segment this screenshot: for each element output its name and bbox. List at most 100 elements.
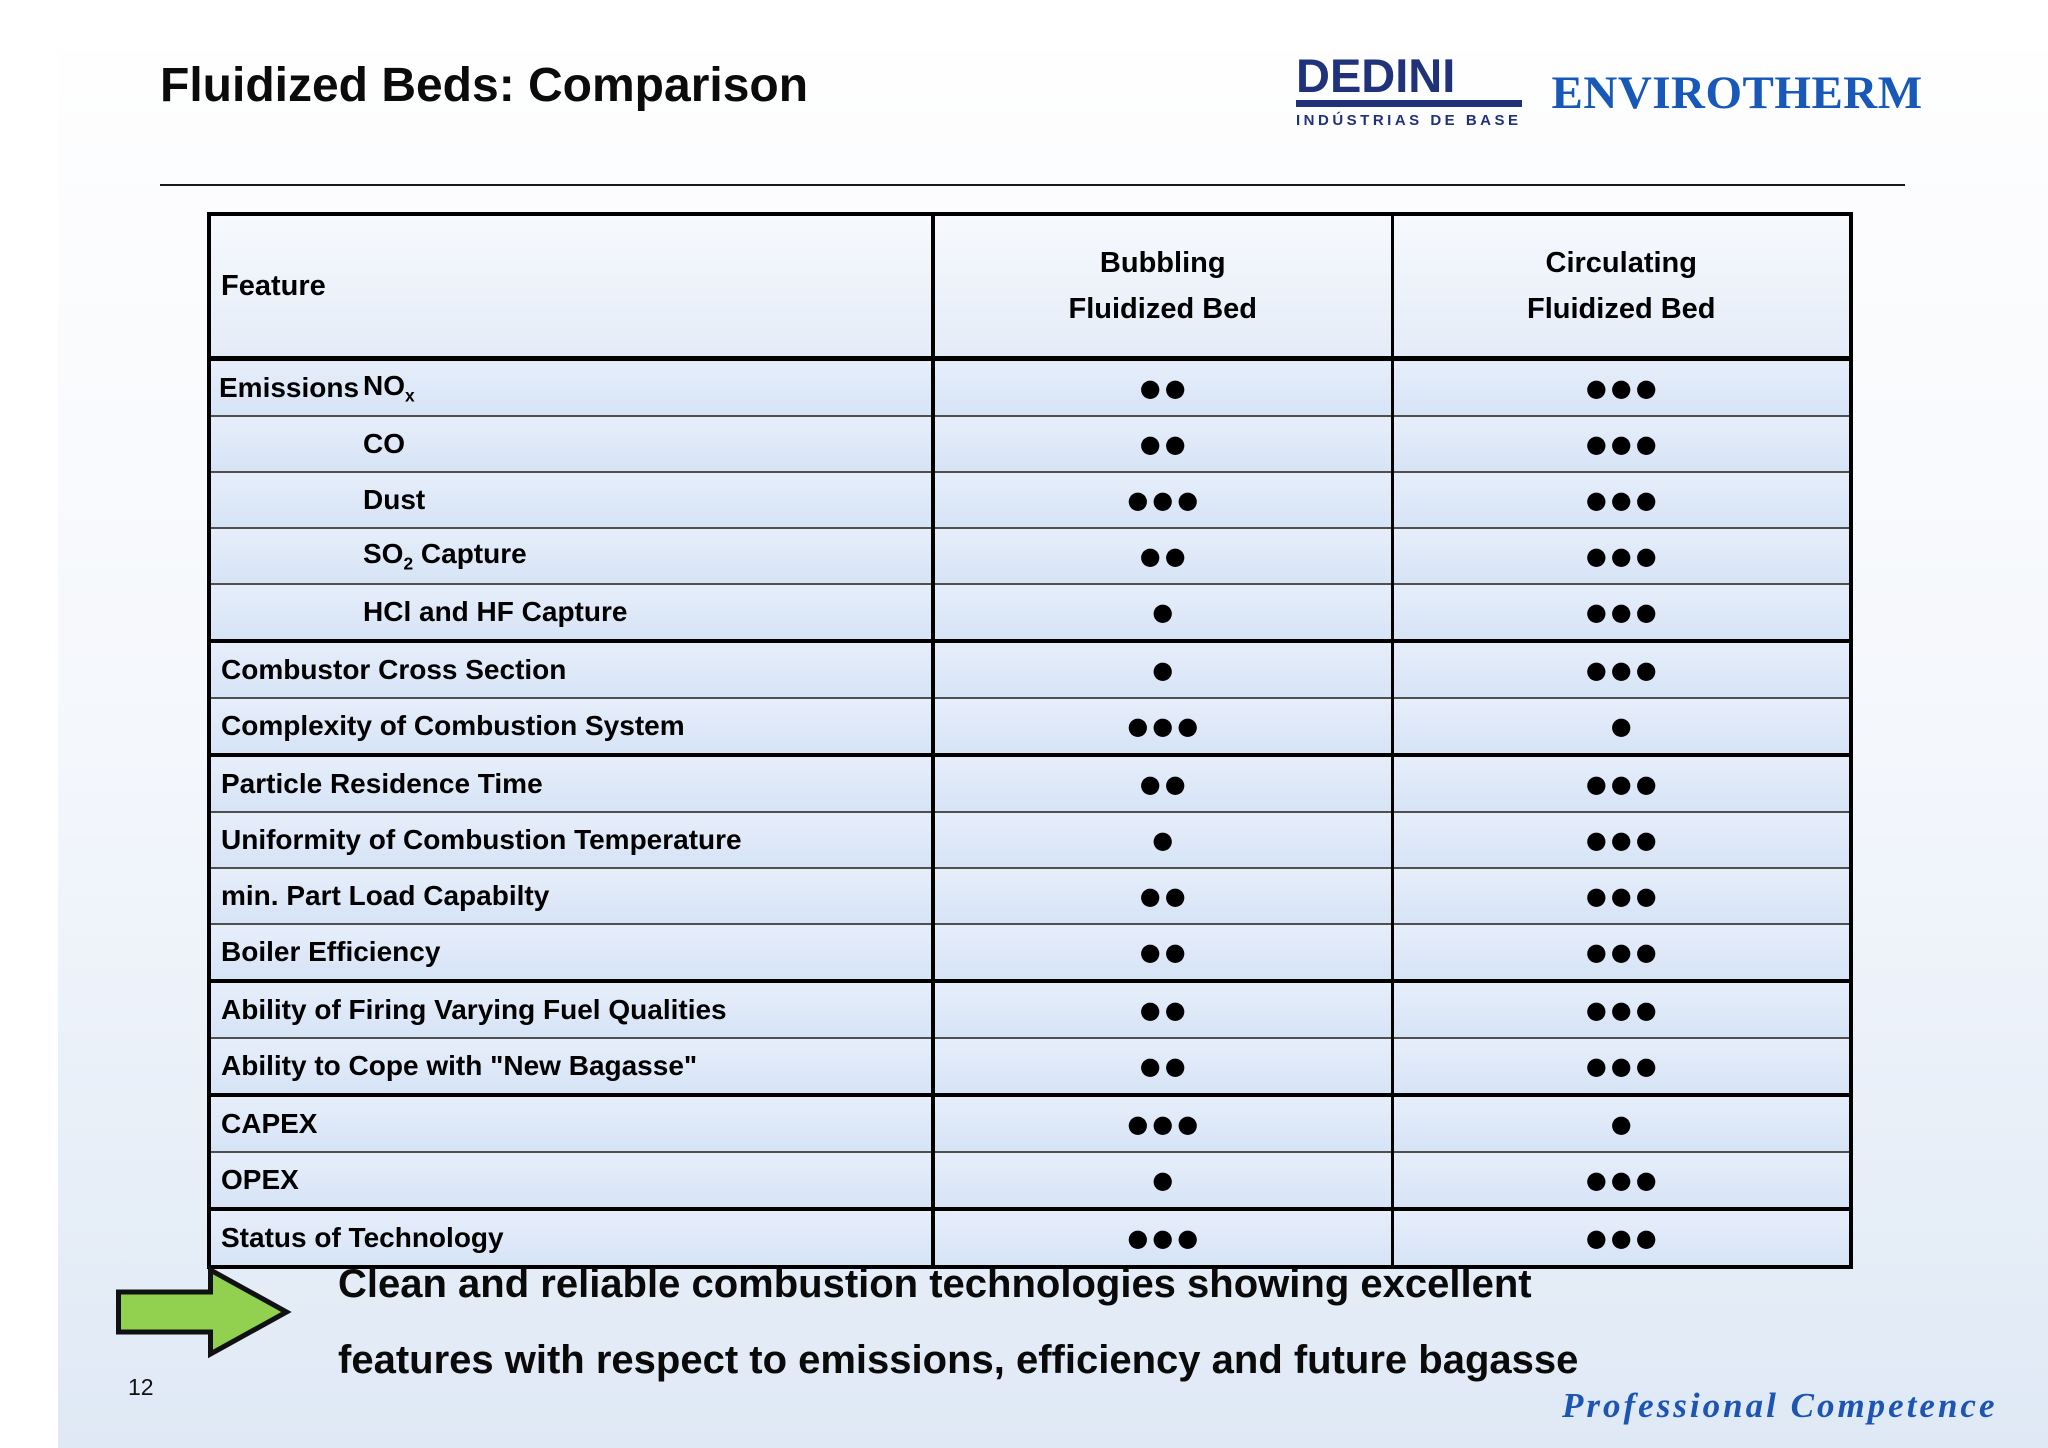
feature-label: Uniformity of Combustion Temperature — [221, 824, 742, 855]
bubbling-rating: ●● — [933, 981, 1394, 1039]
feature-cell: Ability to Cope with "New Bagasse" — [209, 1038, 935, 1097]
bubbling-rating: ●● — [933, 358, 1394, 417]
feature-cell: Complexity of Combustion System — [209, 698, 935, 757]
feature-label: CAPEX — [221, 1108, 318, 1139]
feature-cell: Emissions NOx — [209, 358, 935, 417]
feature-cell: SO2 Capture — [209, 528, 935, 585]
bubbling-rating: ● — [933, 641, 1394, 699]
bubbling-rating: ●● — [933, 528, 1394, 585]
table-row: Emissions NOx ●● ●●● — [209, 358, 1851, 417]
column-header-bubbling-line1: Bubbling — [1099, 247, 1226, 279]
table-row: min. Part Load Capabilty ●● ●●● — [209, 868, 1851, 925]
table-row: Boiler Efficiency ●● ●●● — [209, 924, 1851, 983]
logo-group: DEDINI INDÚSTRIAS DE BASE ENVIROTHERM — [1296, 52, 1923, 129]
circulating-rating: ●●● — [1392, 812, 1851, 869]
table-row: Ability to Cope with "New Bagasse" ●● ●●● — [209, 1038, 1851, 1097]
circulating-rating: ●●● — [1392, 981, 1851, 1039]
feature-cell: CAPEX — [209, 1095, 935, 1153]
feature-cell: HCl and HF Capture — [209, 584, 935, 643]
dedini-logo-wordmark: DEDINI — [1296, 52, 1522, 107]
table-row: HCl and HF Capture ● ●●● — [209, 584, 1851, 643]
feature-label: OPEX — [221, 1164, 299, 1195]
bubbling-rating: ●●● — [933, 1209, 1394, 1267]
circulating-rating: ●●● — [1392, 1038, 1851, 1097]
comparison-table: Feature Bubbling Fluidized Bed Circulati… — [207, 212, 1853, 1269]
bubbling-rating: ●● — [933, 924, 1394, 983]
bubbling-rating: ● — [933, 1152, 1394, 1211]
feature-cell: Status of Technology — [209, 1209, 935, 1267]
envirotherm-logo: ENVIROTHERM — [1551, 67, 1923, 119]
feature-label: SO2 Capture — [363, 537, 527, 574]
circulating-rating: ●●● — [1392, 1209, 1851, 1267]
feature-cell: Ability of Firing Varying Fuel Qualities — [209, 981, 935, 1039]
feature-label: Complexity of Combustion System — [221, 710, 685, 741]
table-row: OPEX ● ●●● — [209, 1152, 1851, 1211]
circulating-rating: ●●● — [1392, 472, 1851, 529]
conclusion-line1: Clean and reliable combustion technologi… — [338, 1262, 1532, 1306]
table-row: SO2 Capture ●● ●●● — [209, 528, 1851, 585]
feature-label: Dust — [363, 484, 426, 515]
table-row: CAPEX ●●● ● — [209, 1095, 1851, 1153]
circulating-rating: ● — [1392, 1095, 1851, 1153]
bubbling-rating: ●● — [933, 1038, 1394, 1097]
circulating-rating: ●●● — [1392, 358, 1851, 417]
conclusion-line2: features with respect to emissions, effi… — [338, 1338, 1579, 1382]
conclusion-text: Clean and reliable combustion technologi… — [338, 1246, 1578, 1398]
bubbling-rating: ●●● — [933, 698, 1394, 757]
feature-cell: CO — [209, 416, 935, 473]
title-divider — [160, 184, 1905, 186]
bubbling-rating: ●●● — [933, 472, 1394, 529]
bubbling-rating: ● — [933, 812, 1394, 869]
arrow-icon — [116, 1265, 292, 1359]
feature-label: min. Part Load Capabilty — [221, 880, 550, 911]
bubbling-rating: ●● — [933, 416, 1394, 473]
table-row: Dust ●●● ●●● — [209, 472, 1851, 529]
column-header-circulating: Circulating Fluidized Bed — [1392, 214, 1851, 361]
feature-cell: Particle Residence Time — [209, 755, 935, 813]
table-body: Emissions NOx ●● ●●● CO ●● ●●● Dust ●●● ●●● SO2 Ca… — [209, 358, 1851, 1267]
feature-label: NOx — [363, 369, 415, 406]
table-row: Ability of Firing Varying Fuel Qualities… — [209, 981, 1851, 1039]
table-row: Complexity of Combustion System ●●● ● — [209, 698, 1851, 757]
column-header-feature: Feature — [209, 214, 935, 361]
feature-label: Particle Residence Time — [221, 768, 543, 799]
table-row: CO ●● ●●● — [209, 416, 1851, 473]
feature-cell: Combustor Cross Section — [209, 641, 935, 699]
circulating-rating: ●●● — [1392, 641, 1851, 699]
footer-tagline: Professional Competence — [1562, 1386, 1998, 1425]
circulating-rating: ●●● — [1392, 416, 1851, 473]
circulating-rating: ●●● — [1392, 924, 1851, 983]
column-header-circulating-line2: Fluidized Bed — [1527, 293, 1716, 325]
feature-label: Boiler Efficiency — [221, 936, 441, 967]
column-header-bubbling-line2: Fluidized Bed — [1068, 293, 1258, 325]
feature-label: Ability of Firing Varying Fuel Qualities — [221, 994, 727, 1025]
page-title: Fluidized Beds: Comparison — [160, 59, 809, 112]
feature-cell: Uniformity of Combustion Temperature — [209, 812, 935, 869]
header-row: Feature Bubbling Fluidized Bed Circulati… — [209, 214, 1851, 361]
circulating-rating: ●●● — [1392, 528, 1851, 585]
feature-label: Combustor Cross Section — [221, 654, 567, 685]
circulating-rating: ● — [1392, 698, 1851, 757]
bubbling-rating: ●● — [933, 868, 1394, 925]
feature-group-label: Emissions — [219, 372, 360, 403]
feature-cell: OPEX — [209, 1152, 935, 1211]
page-number: 12 — [128, 1374, 154, 1400]
feature-cell: Dust — [209, 472, 935, 529]
feature-label: Ability to Cope with "New Bagasse" — [221, 1050, 698, 1081]
feature-label: CO — [363, 428, 405, 459]
column-header-circulating-line1: Circulating — [1545, 247, 1697, 279]
circulating-rating: ●●● — [1392, 868, 1851, 925]
feature-label: Status of Technology — [221, 1222, 504, 1253]
table-row: Status of Technology ●●● ●●● — [209, 1209, 1851, 1267]
dedini-logo: DEDINI INDÚSTRIAS DE BASE — [1296, 52, 1522, 129]
bubbling-rating: ● — [933, 584, 1394, 643]
table-row: Uniformity of Combustion Temperature ● ●●● — [209, 812, 1851, 869]
dedini-logo-subtitle: INDÚSTRIAS DE BASE — [1296, 112, 1522, 129]
feature-cell: Boiler Efficiency — [209, 924, 935, 983]
bubbling-rating: ●● — [933, 755, 1394, 813]
circulating-rating: ●●● — [1392, 1152, 1851, 1211]
circulating-rating: ●●● — [1392, 584, 1851, 643]
feature-label: HCl and HF Capture — [363, 596, 628, 627]
table-row: Combustor Cross Section ● ●●● — [209, 641, 1851, 699]
column-header-bubbling: Bubbling Fluidized Bed — [933, 214, 1394, 361]
